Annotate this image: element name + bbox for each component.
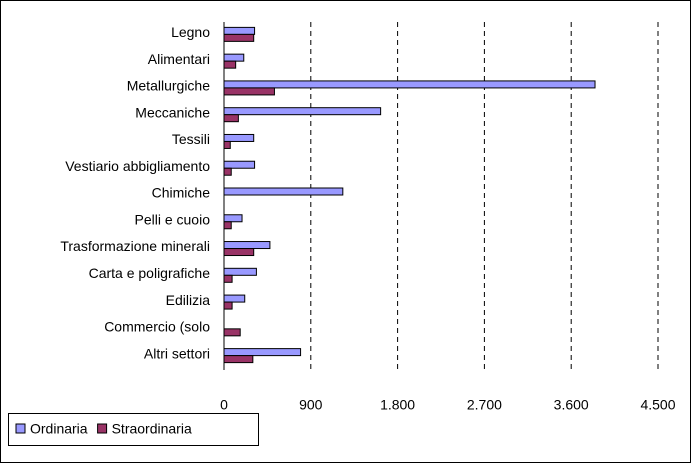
- bar: [223, 214, 243, 223]
- y-tick-label: Trasformazione minerali: [60, 238, 210, 254]
- y-tick-label: Pelli e cuoio: [135, 211, 211, 227]
- bar: [223, 33, 255, 42]
- y-tick-label: Edilizia: [166, 292, 211, 308]
- bar: [223, 221, 232, 230]
- bar: [223, 241, 271, 250]
- bar: [223, 294, 246, 303]
- y-tick-label: Chimiche: [152, 185, 211, 201]
- legend-box: [8, 413, 259, 446]
- bar: [223, 267, 257, 276]
- bar: [223, 355, 254, 364]
- x-tick-label: 4.500: [640, 397, 675, 413]
- y-tick-label: Metallurgiche: [127, 78, 210, 94]
- bar: [223, 60, 237, 69]
- bar: [223, 26, 256, 35]
- x-tick-label: 0: [220, 397, 228, 413]
- x-tick-label: 3.600: [554, 397, 589, 413]
- bar: [223, 133, 255, 142]
- bar: [223, 187, 344, 196]
- y-tick-label: Legno: [171, 24, 210, 40]
- bar: [223, 53, 245, 62]
- legend-label: Ordinaria: [30, 421, 88, 437]
- bar: [223, 80, 596, 89]
- bar: [223, 301, 233, 310]
- bar: [223, 107, 382, 116]
- y-tick-label: Vestiario abbigliamento: [65, 158, 210, 174]
- y-tick-label: Meccaniche: [135, 104, 210, 120]
- y-tick-label: Tessili: [172, 131, 210, 147]
- bar: [223, 140, 231, 149]
- x-tick-label: 900: [299, 397, 323, 413]
- bar: [223, 328, 241, 337]
- bar: [223, 167, 232, 176]
- bar: [223, 348, 302, 357]
- bar: [223, 248, 255, 257]
- y-tick-label: Altri settori: [144, 345, 210, 361]
- y-tick-label: Carta e poligrafiche: [89, 265, 211, 281]
- bar: [223, 87, 275, 96]
- y-tick-label: Alimentari: [148, 51, 210, 67]
- legend-label: Straordinaria: [112, 421, 192, 437]
- x-tick-label: 2.700: [467, 397, 502, 413]
- x-tick-label: 1.800: [380, 397, 415, 413]
- bar: [223, 114, 239, 123]
- bar: [223, 160, 256, 169]
- legend-swatch: [15, 423, 26, 434]
- legend-swatch: [97, 423, 108, 434]
- y-tick-label: Commercio (solo: [104, 319, 210, 335]
- bar: [223, 274, 233, 283]
